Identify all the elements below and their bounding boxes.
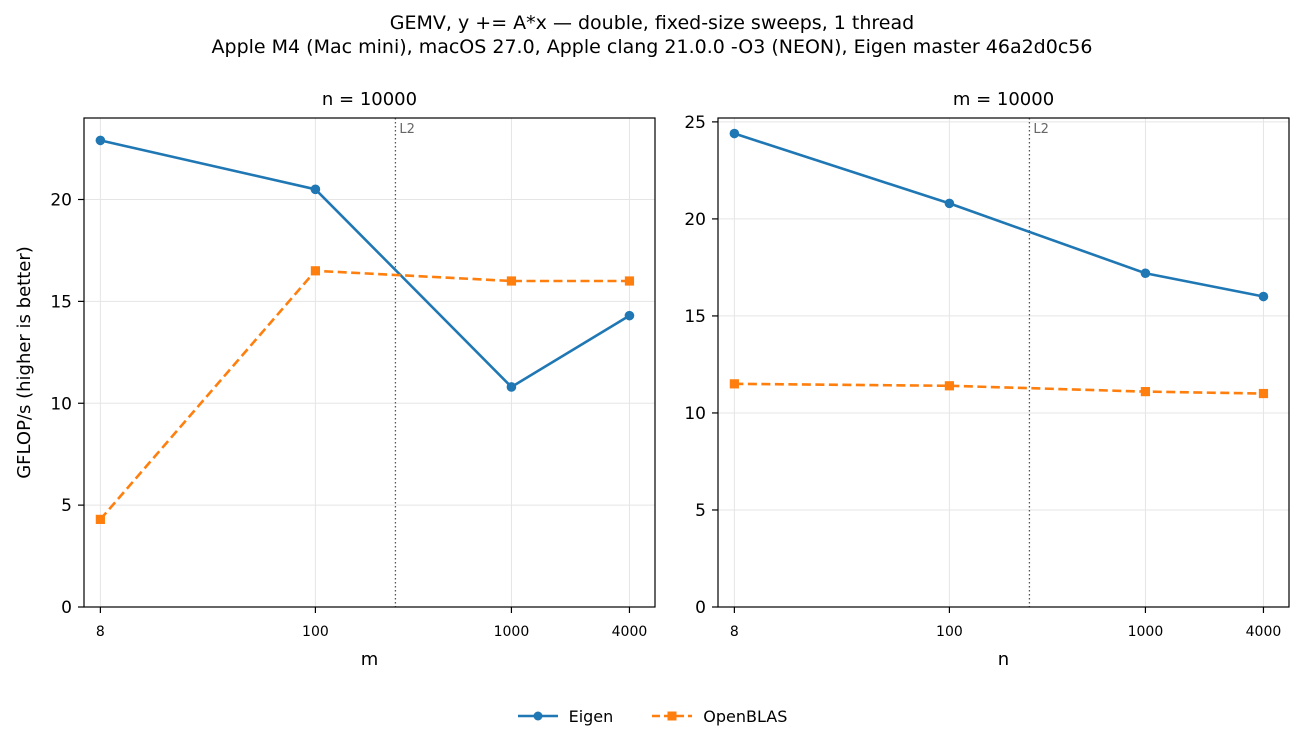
- y-tick-label: 10: [50, 394, 72, 414]
- y-tick-label: 0: [695, 598, 706, 618]
- x-tick-label: 4000: [1246, 624, 1282, 640]
- axes-frame: [83, 117, 656, 608]
- y-tick-label: 5: [61, 496, 72, 516]
- y-tick-label: 5: [695, 501, 706, 521]
- data-point-eigen: [624, 310, 635, 321]
- y-tick-label: 20: [684, 210, 706, 230]
- l2-marker-label: L2: [399, 122, 415, 137]
- axes-frame: [717, 117, 1290, 608]
- legend-swatch-eigen: [517, 711, 558, 721]
- data-point-openblas: [624, 276, 635, 286]
- x-tick-label: 8: [730, 624, 739, 640]
- y-tick-label: 15: [50, 292, 72, 312]
- series-line-openblas: [99, 269, 630, 521]
- legend-label-eigen: Eigen: [568, 706, 614, 726]
- data-point-eigen: [944, 198, 955, 209]
- y-tick-label: 15: [684, 307, 706, 327]
- data-point-eigen: [95, 135, 106, 146]
- legend-label-openblas: OpenBLAS: [703, 706, 788, 726]
- data-point-openblas: [1140, 387, 1151, 397]
- y-tick-label: 10: [684, 404, 706, 424]
- x-tick-label: 8: [96, 624, 105, 640]
- l2-marker-label: L2: [1033, 122, 1049, 137]
- x-tick-label: 1000: [1128, 624, 1164, 640]
- x-axis-label: m: [361, 649, 379, 670]
- data-point-eigen: [1140, 268, 1151, 279]
- figure-title: GEMV, y += A*x — double, fixed-size swee…: [389, 12, 915, 34]
- legend-item-eigen: Eigen: [517, 701, 614, 731]
- data-point-openblas: [506, 276, 517, 286]
- legend-swatch-openblas: [652, 711, 693, 721]
- panel-title: m = 10000: [953, 89, 1054, 110]
- y-tick-label: 25: [684, 113, 706, 133]
- legend-item-openblas: OpenBLAS: [651, 701, 787, 731]
- x-axis-label: n: [998, 649, 1009, 670]
- panel-2: L2 0 5 10 15 20 25 8 100 1000 4000 m = 10000 n: [684, 89, 1290, 670]
- series-line-openblas: [734, 382, 1264, 395]
- x-tick-label: 100: [302, 624, 329, 640]
- y-axis-label: GFLOP/s (higher is better): [14, 246, 35, 479]
- data-point-openblas: [1258, 388, 1269, 399]
- x-tick-label: 100: [936, 624, 963, 640]
- data-point-eigen: [506, 382, 517, 392]
- data-point-openblas: [944, 381, 955, 391]
- data-point-openblas: [95, 514, 105, 524]
- y-tick-label: 20: [50, 191, 72, 211]
- data-point-eigen: [729, 128, 740, 139]
- x-tick-label: 4000: [612, 624, 648, 640]
- x-tick-label: 1000: [494, 624, 530, 640]
- series-line-eigen: [733, 132, 1264, 298]
- y-tick-label: 0: [61, 598, 72, 618]
- legend: Eigen OpenBLAS: [0, 701, 1304, 731]
- data-point-eigen: [310, 184, 321, 195]
- panel-title: n = 10000: [322, 89, 417, 110]
- figure-subtitle: Apple M4 (Mac mini), macOS 27.0, Apple c…: [211, 36, 1093, 58]
- panel-1: L2 0 5 10 15 20 8 100 1000 4000 n = 10000 m GFLOP/s …: [14, 89, 656, 670]
- data-point-openblas: [310, 266, 321, 276]
- series-line-eigen: [100, 139, 631, 389]
- data-point-openblas: [729, 379, 739, 389]
- data-point-eigen: [1258, 291, 1269, 302]
